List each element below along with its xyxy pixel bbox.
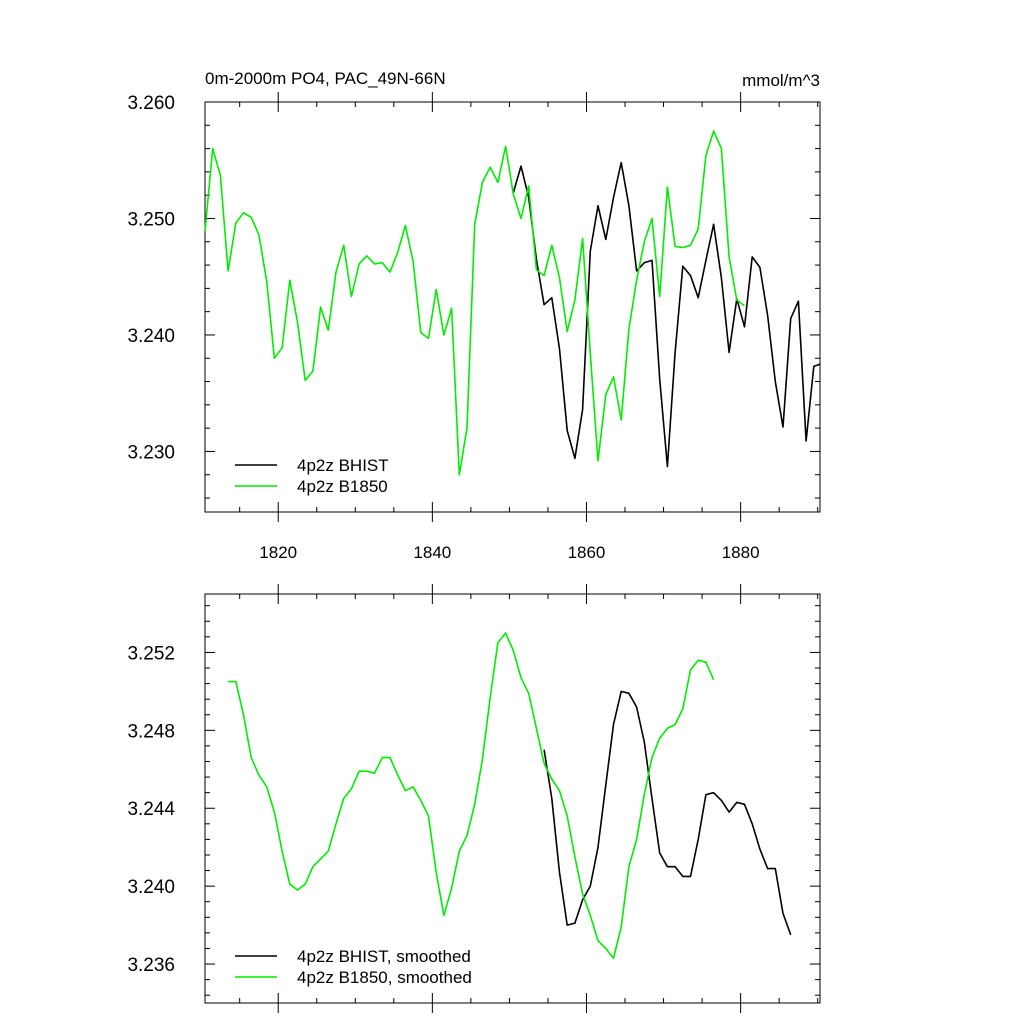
series-line-4p2z-bhist-smoothed — [543, 690, 792, 936]
units-label: mmol/m^3 — [742, 71, 820, 90]
chart-title: 0m-2000m PO4, PAC_49N-66N — [205, 69, 446, 88]
series-line-4p2z-b1850-smoothed — [228, 632, 715, 959]
y-tick-label: 3.240 — [127, 326, 175, 347]
series-line-4p2z-bhist — [512, 161, 821, 468]
y-tick-label: 3.236 — [127, 955, 175, 976]
top-panel: 0m-2000m PO4, PAC_49N-66N mmol/m^3 1820 1… — [127, 69, 821, 562]
x-tick-label: 1860 — [568, 543, 606, 562]
x-tick-label: 1840 — [413, 543, 451, 562]
y-tick-label: 3.248 — [127, 721, 175, 742]
y-tick-label: 3.260 — [127, 93, 175, 114]
legend-label: 4p2z BHIST — [297, 456, 389, 475]
legend-label: 4p2z B1850, smoothed — [297, 968, 472, 987]
y-tick-label: 3.244 — [127, 799, 175, 820]
y-tick-label: 3.250 — [127, 209, 175, 230]
bottom-panel: 3.236 3.240 3.244 3.248 3.252 4p2z BHIST, smo… — [127, 584, 821, 1013]
plot-frame — [204, 101, 821, 513]
plot-frame — [204, 593, 821, 1004]
x-tick-label: 1820 — [259, 543, 297, 562]
series-line-4p2z-b1850 — [204, 130, 745, 476]
y-tick-label: 3.252 — [127, 643, 175, 664]
legend-label: 4p2z BHIST, smoothed — [297, 947, 471, 966]
y-tick-label: 3.230 — [127, 442, 175, 463]
legend-label: 4p2z B1850 — [297, 477, 388, 496]
y-tick-label: 3.240 — [127, 877, 175, 898]
x-tick-label: 1880 — [722, 543, 760, 562]
